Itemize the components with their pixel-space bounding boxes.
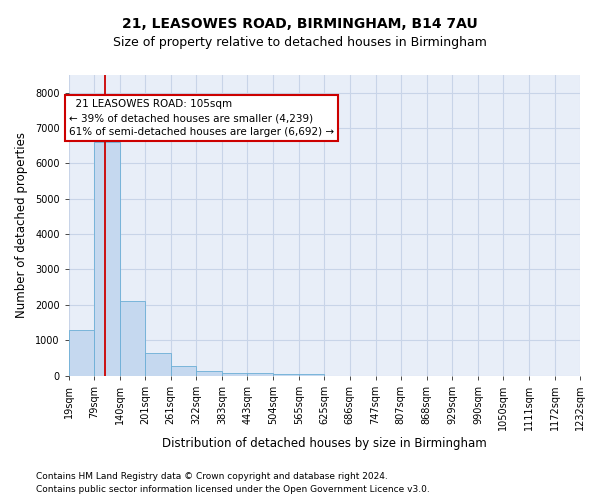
Bar [247,374,273,376]
X-axis label: Distribution of detached houses by size in Birmingham: Distribution of detached houses by size … [162,437,487,450]
Text: 21, LEASOWES ROAD, BIRMINGHAM, B14 7AU: 21, LEASOWES ROAD, BIRMINGHAM, B14 7AU [122,18,478,32]
Text: Contains HM Land Registry data © Crown copyright and database right 2024.: Contains HM Land Registry data © Crown c… [36,472,388,481]
Bar [68,330,94,376]
Bar [299,374,324,376]
Bar [273,374,299,376]
Text: Size of property relative to detached houses in Birmingham: Size of property relative to detached ho… [113,36,487,49]
Bar [94,142,119,376]
Bar [222,372,247,376]
Bar [119,302,145,376]
Text: 21 LEASOWES ROAD: 105sqm
← 39% of detached houses are smaller (4,239)
61% of sem: 21 LEASOWES ROAD: 105sqm ← 39% of detach… [69,99,334,137]
Bar [170,366,196,376]
Text: Contains public sector information licensed under the Open Government Licence v3: Contains public sector information licen… [36,485,430,494]
Bar [196,372,222,376]
Y-axis label: Number of detached properties: Number of detached properties [15,132,28,318]
Bar [145,352,170,376]
